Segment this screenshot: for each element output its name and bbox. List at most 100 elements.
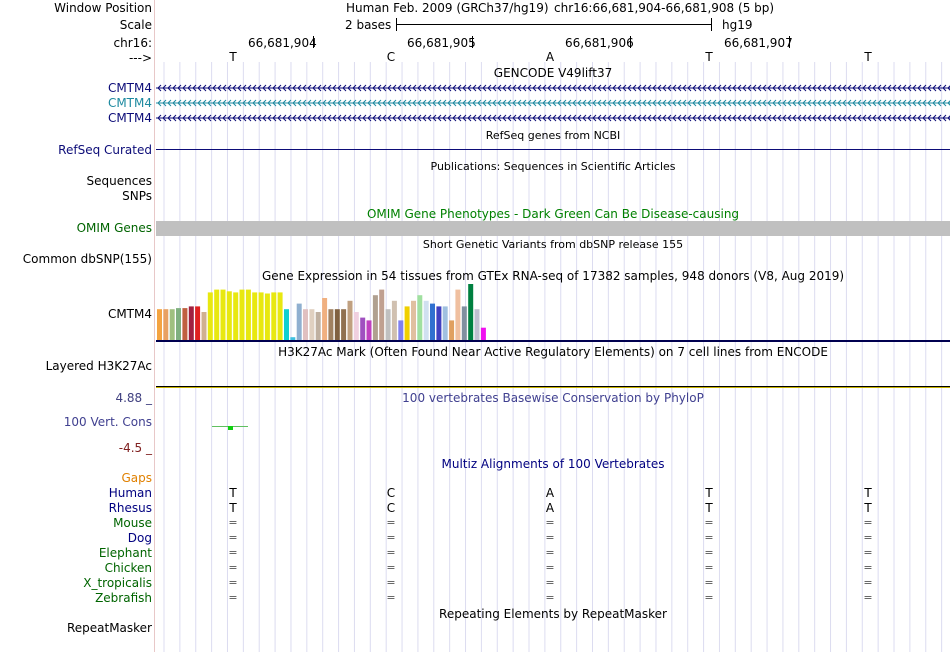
- gtex-tissue-bar[interactable]: [449, 320, 455, 340]
- cons-track-label[interactable]: 100 Vert. Cons: [63, 415, 152, 429]
- gtex-tissue-bar[interactable]: [480, 327, 486, 340]
- species-label[interactable]: Human: [108, 486, 152, 500]
- gtex-tissue-bar[interactable]: [157, 309, 162, 340]
- species-label[interactable]: X_tropicalis: [83, 576, 152, 590]
- gtex-tissue-bar[interactable]: [442, 306, 448, 340]
- phylop-point[interactable]: [228, 426, 233, 430]
- gtex-tissue-bar[interactable]: [341, 309, 347, 340]
- strand-chevron: [862, 114, 867, 122]
- gtex-tissue-bar[interactable]: [207, 292, 213, 340]
- gtex-tissue-bar[interactable]: [169, 309, 175, 340]
- h3k27-track-label[interactable]: Layered H3K27Ac: [45, 359, 152, 373]
- gtex-tissue-bar[interactable]: [245, 289, 251, 340]
- strand-chevron: [247, 99, 252, 107]
- omim-track-label[interactable]: OMIM Genes: [76, 221, 152, 235]
- strand-chevron: [422, 99, 427, 107]
- alignment-base: =: [863, 546, 873, 559]
- gtex-tissue-bar[interactable]: [296, 303, 302, 340]
- gencode-item-label[interactable]: CMTM4: [107, 111, 152, 125]
- gtex-tissue-bar[interactable]: [353, 312, 359, 340]
- gtex-tissue-bar[interactable]: [258, 292, 264, 340]
- omim-feature[interactable]: [156, 221, 950, 236]
- strand-label[interactable]: --->: [128, 51, 152, 65]
- gtex-tissue-bar[interactable]: [182, 308, 188, 340]
- gtex-tissue-bar[interactable]: [372, 295, 378, 340]
- strand-chevron: [227, 99, 232, 107]
- species-label[interactable]: Mouse: [113, 516, 152, 530]
- gtex-tissue-bar[interactable]: [398, 320, 404, 340]
- strand-chevron: [317, 114, 322, 122]
- gtex-tissue-bar[interactable]: [366, 320, 372, 340]
- strand-chevron: [217, 114, 222, 122]
- strand-chevron: [177, 99, 182, 107]
- gtex-tissue-bar[interactable]: [315, 312, 321, 340]
- gaps-label[interactable]: Gaps: [121, 471, 152, 485]
- strand-chevron: [332, 114, 337, 122]
- strand-chevron: [942, 99, 947, 107]
- gtex-tissue-bar[interactable]: [303, 309, 308, 340]
- gtex-tissue-bar[interactable]: [436, 306, 442, 340]
- strand-chevron: [757, 114, 762, 122]
- gtex-tissue-bar[interactable]: [264, 293, 270, 341]
- refseq-track-label[interactable]: RefSeq Curated: [58, 143, 152, 157]
- gtex-tissue-bar[interactable]: [239, 289, 245, 340]
- gtex-tissue-bar[interactable]: [411, 300, 416, 340]
- gtex-tissue-bar[interactable]: [334, 309, 340, 340]
- gencode-transcripts[interactable]: [156, 80, 950, 126]
- gtex-tissue-bar[interactable]: [252, 292, 258, 340]
- gtex-tissue-bar[interactable]: [176, 308, 181, 340]
- gtex-tissue-bar[interactable]: [474, 309, 480, 340]
- gtex-track-label[interactable]: CMTM4: [107, 307, 152, 321]
- gtex-tissue-bar[interactable]: [290, 337, 296, 340]
- gtex-tissue-bar[interactable]: [220, 289, 226, 340]
- alignment-base: =: [863, 531, 873, 544]
- rmsk-track-label[interactable]: RepeatMasker: [66, 621, 152, 635]
- species-label[interactable]: Rhesus: [108, 501, 152, 515]
- gtex-tissue-bar[interactable]: [468, 284, 474, 340]
- strand-chevron: [507, 84, 512, 92]
- gtex-tissue-bar[interactable]: [226, 291, 232, 340]
- gtex-tissue-bar[interactable]: [271, 292, 277, 340]
- species-label[interactable]: Dog: [127, 531, 152, 545]
- pubs-track-label[interactable]: Sequences: [86, 174, 152, 188]
- strand-chevron: [377, 84, 382, 92]
- gtex-tissue-bar[interactable]: [328, 309, 334, 340]
- gtex-tissue-bar[interactable]: [163, 309, 169, 340]
- gtex-tissue-bar[interactable]: [201, 312, 207, 340]
- species-label[interactable]: Elephant: [98, 546, 152, 560]
- gtex-tissue-bar[interactable]: [188, 306, 194, 340]
- dbsnp-track-label[interactable]: Common dbSNP(155): [22, 252, 152, 266]
- species-label[interactable]: Zebrafish: [95, 591, 152, 605]
- strand-chevron: [232, 99, 237, 107]
- gtex-tissue-bar[interactable]: [423, 300, 429, 340]
- gtex-tissue-bar[interactable]: [404, 306, 410, 340]
- gtex-tissue-bar[interactable]: [430, 303, 435, 340]
- pubs-track-label[interactable]: SNPs: [122, 189, 152, 203]
- gtex-tissue-bar[interactable]: [455, 289, 461, 340]
- refseq-transcript[interactable]: [156, 149, 950, 150]
- gtex-tissue-bar[interactable]: [322, 298, 328, 340]
- strand-chevron: [747, 84, 752, 92]
- strand-chevron: [262, 99, 267, 107]
- strand-chevron: [902, 84, 907, 92]
- strand-chevron: [167, 114, 172, 122]
- gtex-tissue-bar[interactable]: [417, 295, 423, 340]
- gtex-tissue-bar[interactable]: [233, 292, 239, 340]
- gtex-tissue-bar[interactable]: [391, 300, 397, 340]
- gencode-item-label[interactable]: CMTM4: [107, 96, 152, 110]
- gtex-tissue-bar[interactable]: [284, 309, 289, 340]
- gtex-tissue-bar[interactable]: [360, 317, 366, 340]
- gtex-bar-graph[interactable]: [156, 280, 556, 342]
- gencode-item-label[interactable]: CMTM4: [107, 81, 152, 95]
- gtex-tissue-bar[interactable]: [385, 309, 391, 340]
- strand-chevron: [932, 99, 937, 107]
- gtex-tissue-bar[interactable]: [347, 300, 353, 340]
- gtex-tissue-bar[interactable]: [277, 292, 283, 340]
- gtex-tissue-bar[interactable]: [379, 289, 385, 340]
- species-label[interactable]: Chicken: [104, 561, 152, 575]
- gtex-tissue-bar[interactable]: [214, 289, 220, 340]
- gtex-tissue-bar[interactable]: [461, 306, 467, 340]
- gtex-tissue-bar[interactable]: [309, 309, 315, 340]
- strand-chevron: [687, 99, 692, 107]
- gtex-tissue-bar[interactable]: [195, 306, 201, 340]
